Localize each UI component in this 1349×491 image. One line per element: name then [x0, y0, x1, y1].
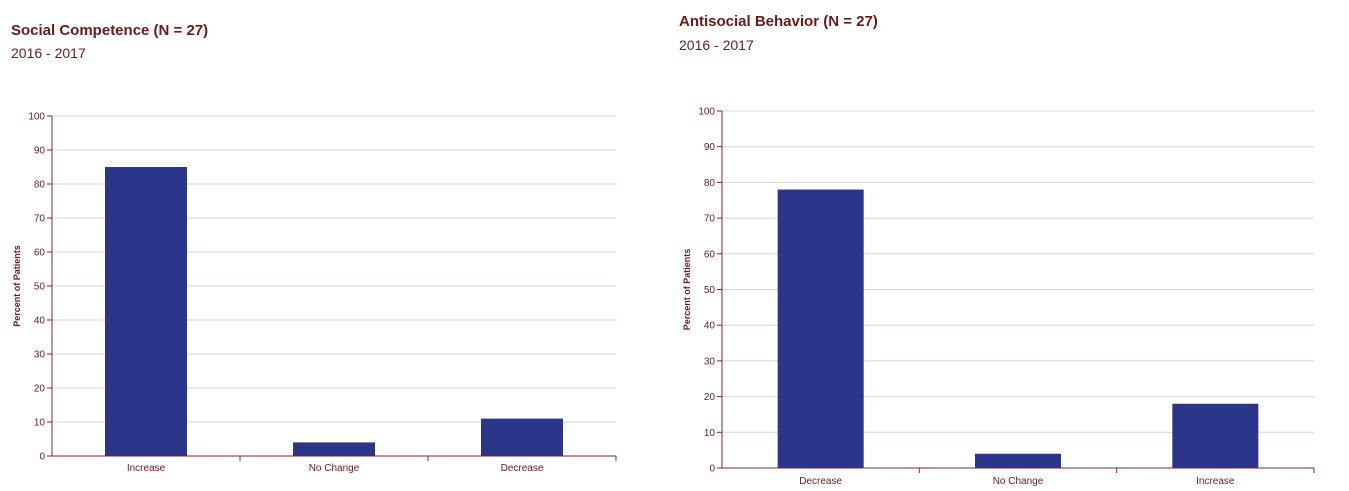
y-tick-label: 60	[704, 249, 716, 260]
y-tick-label: 50	[34, 282, 46, 293]
bar-decrease[interactable]	[777, 189, 864, 468]
bar-increase[interactable]	[1172, 403, 1259, 468]
y-tick-label: 0	[709, 464, 715, 475]
y-tick-label: 100	[698, 107, 715, 118]
y-axis-label: Percent of Patients	[12, 245, 22, 327]
x-category-label: No Change	[309, 463, 360, 474]
y-tick-label: 40	[34, 316, 46, 327]
social-competence-bar-chart: 0 10 20 30 40 50 60 70 80 90 100 Increase No Change D…	[12, 112, 617, 474]
antisocial-behavior-bar-chart: 0 10 20 30 40 50 60 70 80 90 100 Decrease No Change I…	[682, 107, 1315, 487]
y-tick-label: 70	[34, 214, 46, 225]
x-category-label: Decrease	[799, 476, 842, 487]
y-tick-label: 90	[704, 142, 716, 153]
chart-subtitle: 2016 - 2017	[11, 45, 86, 61]
chart-title: Antisocial Behavior (N = 27)	[679, 13, 878, 30]
y-tick-label: 90	[34, 146, 46, 157]
bar-no-change[interactable]	[293, 442, 375, 456]
y-axis-label: Percent of Patients	[682, 249, 692, 331]
x-category-label: No Change	[993, 476, 1044, 487]
y-tick-label: 0	[39, 452, 45, 463]
chart-title: Social Competence (N = 27)	[11, 22, 209, 39]
y-tick-label: 50	[704, 285, 716, 296]
y-tick-label: 20	[34, 384, 46, 395]
y-tick-label: 40	[704, 321, 716, 332]
y-tick-label: 20	[704, 392, 716, 403]
x-category-label: Increase	[1196, 476, 1235, 487]
y-tick-label: 30	[34, 350, 46, 361]
x-category-label: Decrease	[501, 463, 544, 474]
x-category-label: Increase	[127, 463, 166, 474]
y-tick-label: 10	[34, 418, 46, 429]
y-tick-label: 70	[704, 214, 716, 225]
bar-decrease[interactable]	[481, 418, 563, 456]
y-tick-label: 10	[704, 428, 716, 439]
y-tick-label: 80	[34, 180, 46, 191]
y-tick-label: 60	[34, 248, 46, 259]
chart-subtitle: 2016 - 2017	[679, 37, 754, 53]
y-tick-label: 100	[28, 112, 45, 123]
bar-increase[interactable]	[105, 167, 187, 456]
y-tick-label: 80	[704, 178, 716, 189]
bar-no-change[interactable]	[975, 453, 1061, 468]
y-tick-label: 30	[704, 356, 716, 367]
